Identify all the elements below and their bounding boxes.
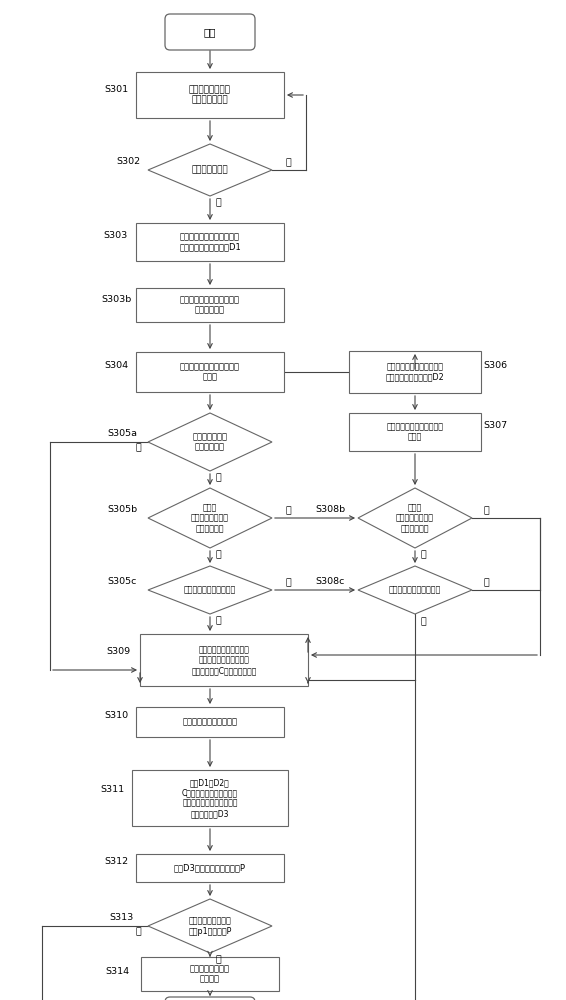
Text: 根据D1、D2和
C确定人眼距离移动终端屏
幕的方位和距离，确定人眼
睛的最终位置D3: 根据D1、D2和 C确定人眼距离移动终端屏 幕的方位和距离，确定人眼 睛的最终位…: [182, 778, 238, 818]
Polygon shape: [148, 488, 272, 548]
Text: 是: 是: [483, 578, 489, 587]
Text: 否: 否: [420, 550, 426, 560]
Bar: [136, 223, 284, 261]
Bar: [141, 957, 279, 991]
Text: 设置两个距离传感
器进入睡眠模式: 设置两个距离传感 器进入睡眠模式: [189, 85, 231, 105]
Text: S305b: S305b: [107, 506, 137, 514]
Text: S308b: S308b: [315, 506, 345, 514]
Text: S308c: S308c: [315, 578, 345, 586]
Bar: [136, 854, 284, 882]
Text: 设置第一距离传感器进入工
作模式，采集距离数据D1: 设置第一距离传感器进入工 作模式，采集距离数据D1: [179, 232, 241, 252]
Text: S311: S311: [100, 786, 124, 794]
Text: 否: 否: [215, 616, 221, 626]
Text: 是否超出设定的测量范围: 是否超出设定的测量范围: [184, 585, 236, 594]
Text: 否: 否: [285, 158, 291, 167]
Text: 是否有触发事件: 是否有触发事件: [192, 165, 228, 174]
Bar: [136, 288, 284, 322]
Text: 触发字体显示比例
改变事件: 触发字体显示比例 改变事件: [190, 964, 230, 984]
Text: S310: S310: [104, 712, 128, 720]
Text: S307: S307: [483, 422, 507, 430]
Text: S301: S301: [104, 85, 128, 94]
Bar: [140, 634, 308, 686]
Text: 图像的
预定区域内是否具
有异物的形状: 图像的 预定区域内是否具 有异物的形状: [191, 503, 229, 533]
Bar: [136, 72, 284, 118]
Text: 是: 是: [135, 928, 141, 936]
Polygon shape: [148, 899, 272, 953]
Text: 否: 否: [420, 617, 426, 626]
Text: S309: S309: [106, 648, 130, 656]
Text: S312: S312: [104, 857, 128, 866]
Polygon shape: [358, 566, 472, 614]
Text: S302: S302: [116, 157, 140, 166]
Text: 否: 否: [215, 956, 221, 964]
Bar: [136, 707, 284, 737]
Text: 否: 否: [215, 474, 221, 483]
Text: 设置第二距离传感器进入工
作模式，采集距离数据D2: 设置第二距离传感器进入工 作模式，采集距离数据D2: [385, 362, 444, 382]
Polygon shape: [148, 566, 272, 614]
Bar: [349, 413, 481, 451]
Text: S306: S306: [483, 361, 507, 370]
Text: 是: 是: [483, 506, 489, 516]
Text: 设置摄像头进入睡眠模式: 设置摄像头进入睡眠模式: [182, 718, 238, 726]
Text: 轮廓的完整度是
否低于预定值: 轮廓的完整度是 否低于预定值: [192, 432, 228, 452]
Text: S303: S303: [104, 232, 128, 240]
Text: S313: S313: [110, 914, 134, 922]
Text: 通过摄像头的人脸识别功
能识别人脸在移动终端屏
幕中相对位置C及侧脸正脸模式: 通过摄像头的人脸识别功 能识别人脸在移动终端屏 幕中相对位置C及侧脸正脸模式: [191, 645, 257, 675]
Text: S305c: S305c: [108, 578, 136, 586]
Text: 否: 否: [215, 550, 221, 560]
Text: 是: 是: [285, 506, 291, 516]
Text: S314: S314: [105, 968, 129, 976]
Bar: [136, 352, 284, 392]
Text: 开始: 开始: [204, 27, 216, 37]
FancyBboxPatch shape: [165, 997, 255, 1000]
Text: 图像的
预定区域内是否具
有异物的形状: 图像的 预定区域内是否具 有异物的形状: [396, 503, 434, 533]
Text: 判断当前的字体显示
比例p1是否等于P: 判断当前的字体显示 比例p1是否等于P: [188, 916, 231, 936]
Polygon shape: [358, 488, 472, 548]
Text: S305a: S305a: [107, 430, 137, 438]
Text: 是: 是: [135, 444, 141, 452]
Text: 设置第一距离传感器进入睡
眠模式: 设置第一距离传感器进入睡 眠模式: [180, 362, 240, 382]
Text: 是: 是: [285, 578, 291, 587]
Text: S303b: S303b: [101, 294, 131, 304]
Polygon shape: [148, 144, 272, 196]
Bar: [349, 351, 481, 393]
Bar: [132, 770, 288, 826]
FancyBboxPatch shape: [165, 14, 255, 50]
Text: 根据D3获取相应的显示比例P: 根据D3获取相应的显示比例P: [174, 863, 246, 872]
Text: 是: 是: [215, 198, 221, 208]
Polygon shape: [148, 413, 272, 471]
Text: 设置第二距离传感器进入睡
眠模式: 设置第二距离传感器进入睡 眠模式: [387, 422, 444, 442]
Text: 是否超出设定的测量范围: 是否超出设定的测量范围: [389, 585, 441, 594]
Text: 设置摄像头进入工作模式，
捕捉人脸轮廓: 设置摄像头进入工作模式， 捕捉人脸轮廓: [180, 295, 240, 315]
Text: S304: S304: [104, 361, 128, 370]
